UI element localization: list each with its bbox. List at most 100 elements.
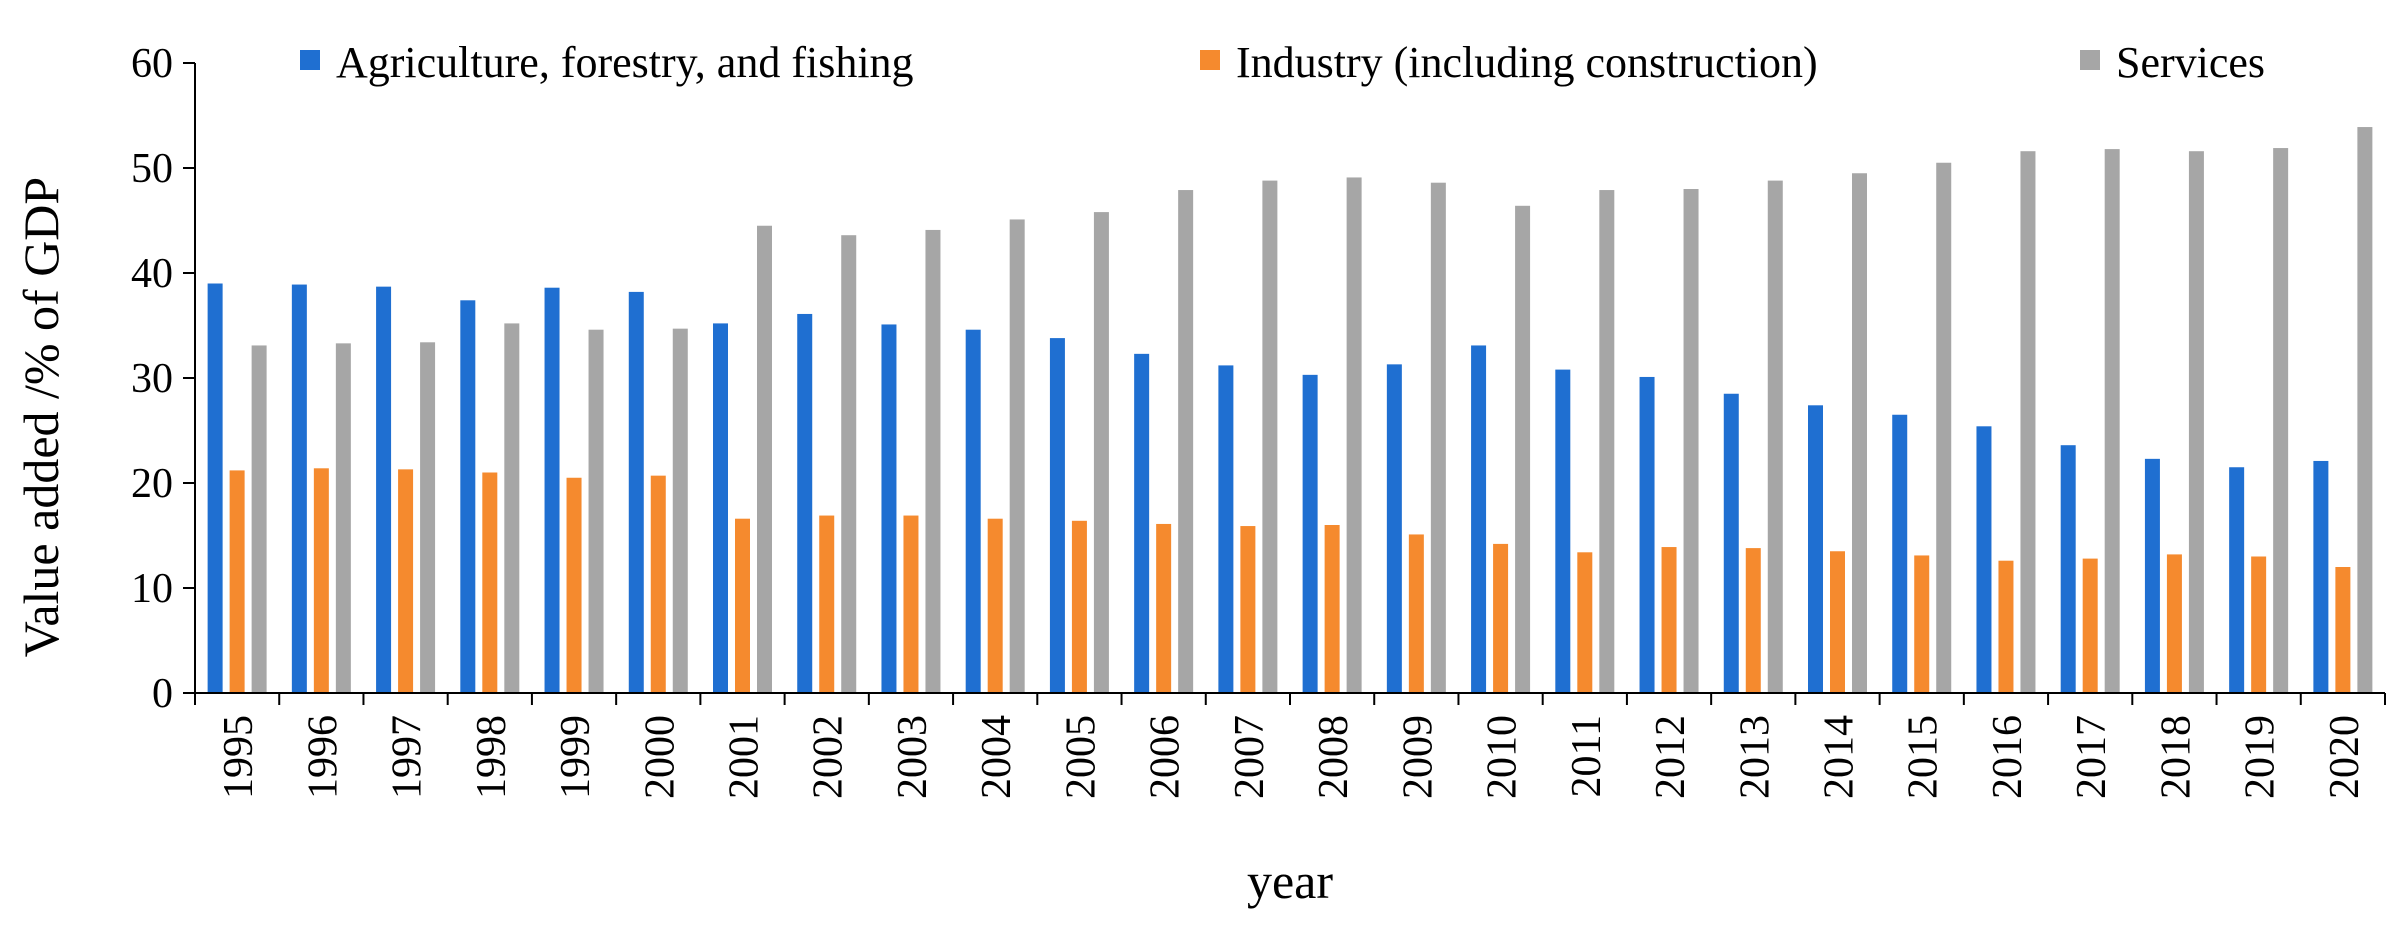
legend-swatch [2080,50,2100,70]
bar-agriculture-2019 [2229,467,2245,693]
bar-industry-2002 [819,515,835,693]
bar-industry-2009 [1408,534,1424,693]
bar-agriculture-1996 [291,284,307,693]
bar-services-2019 [2273,148,2289,694]
legend-swatch [300,50,320,70]
x-tick-label: 2011 [1564,715,1610,797]
bar-agriculture-2017 [2060,445,2076,693]
bar-industry-2007 [1240,526,1256,693]
bar-services-2013 [1767,180,1783,694]
legend-label: Agriculture, forestry, and fishing [336,38,914,87]
bar-services-2011 [1599,190,1615,694]
x-tick-label: 2007 [1227,715,1273,799]
y-axis-title: Value added /% of GDP [13,177,69,657]
x-tick-label: 2008 [1311,715,1357,799]
bar-industry-2019 [2251,556,2267,693]
bar-industry-2004 [987,518,1003,693]
y-tick-label: 30 [131,356,173,402]
bar-services-2000 [672,328,688,693]
bar-services-1998 [504,323,520,693]
y-tick-label: 40 [131,251,173,297]
bar-services-2020 [2357,127,2373,694]
bar-agriculture-1999 [544,287,560,693]
x-tick-label: 2001 [722,715,768,799]
bar-industry-2014 [1830,551,1845,693]
bar-agriculture-2011 [1555,369,1571,693]
bar-services-2005 [1093,212,1109,693]
bar-agriculture-1997 [376,286,392,693]
bar-industry-2016 [1998,560,2014,693]
bar-industry-2011 [1577,552,1593,693]
bar-services-2018 [2188,151,2204,693]
bar-agriculture-2012 [1639,376,1655,693]
x-tick-label: 2018 [2153,715,2199,799]
bar-agriculture-1998 [460,300,476,693]
bar-services-1996 [335,343,351,693]
bar-services-2007 [1262,180,1278,694]
x-tick-label: 2016 [1985,715,2031,799]
legend-swatch [1200,50,1220,70]
bar-industry-1996 [313,468,329,693]
bar-agriculture-2013 [1723,393,1739,693]
x-tick-label: 2006 [1143,715,1189,799]
x-axis-title: year [1247,853,1333,909]
x-tick-label: 2003 [890,715,936,799]
y-tick-label: 0 [152,671,173,717]
bar-services-2010 [1515,205,1531,694]
bar-services-2004 [1009,219,1025,693]
legend-label: Industry (including construction) [1236,38,1818,87]
x-tick-label: 2009 [1395,715,1441,799]
bar-agriculture-2003 [881,324,897,693]
bar-industry-2006 [1156,523,1172,693]
x-tick-label: 2005 [1058,715,1104,799]
bar-services-2016 [2020,151,2036,693]
legend: Agriculture, forestry, and fishing Indust… [300,38,2265,87]
x-tick-label: 2020 [2322,715,2368,799]
x-tick-label: 2019 [2238,715,2284,799]
y-axis: 0 10 20 30 40 50 60 [131,41,196,717]
bar-agriculture-2016 [1976,426,1992,693]
bar-services-2008 [1346,177,1362,693]
x-axis: 1995 1996 1997 1998 1999 2000 2001 2002 2003 2004… [194,692,2386,799]
x-tick-label: 2002 [806,715,852,799]
bar-services-2002 [841,235,857,693]
bar-agriculture-2006 [1134,353,1150,693]
bar-services-2009 [1430,182,1446,693]
bar-agriculture-2000 [628,291,644,693]
bar-services-1995 [251,345,267,693]
bar-industry-1998 [482,472,498,693]
bar-agriculture-2005 [1049,338,1065,693]
bar-services-2006 [1178,190,1194,694]
bar-services-2015 [1936,162,1952,693]
x-tick-label: 2015 [1901,715,1947,799]
bar-agriculture-2015 [1892,414,1908,693]
bars-group [207,127,2373,694]
bar-services-2012 [1683,189,1699,693]
bar-industry-2000 [650,475,666,693]
x-tick-label: 2017 [2069,715,2115,799]
x-tick-label: 2010 [1480,715,1526,799]
y-tick-label: 20 [131,461,173,507]
x-tick-label: 1995 [216,715,262,799]
bar-industry-2013 [1745,548,1761,693]
x-tick-label: 1998 [469,715,515,799]
x-tick-label: 2004 [974,715,1020,799]
bar-industry-1995 [229,470,245,693]
bar-agriculture-2004 [965,329,981,693]
bar-agriculture-2009 [1386,364,1402,693]
bar-industry-2018 [2166,554,2182,693]
bar-services-1997 [420,342,436,693]
bar-industry-2010 [1493,543,1509,693]
y-tick-label: 60 [131,41,173,87]
bar-services-1999 [588,329,604,693]
bar-industry-2017 [2082,558,2098,693]
bar-industry-2001 [735,518,750,693]
bar-agriculture-2002 [797,313,813,693]
bar-industry-2020 [2335,567,2351,693]
legend-label: Services [2116,38,2265,87]
x-tick-label: 2014 [1817,715,1863,799]
bar-agriculture-2001 [713,323,728,693]
bar-agriculture-2008 [1302,374,1318,693]
bar-industry-2003 [903,515,919,693]
bar-industry-1999 [566,477,582,693]
